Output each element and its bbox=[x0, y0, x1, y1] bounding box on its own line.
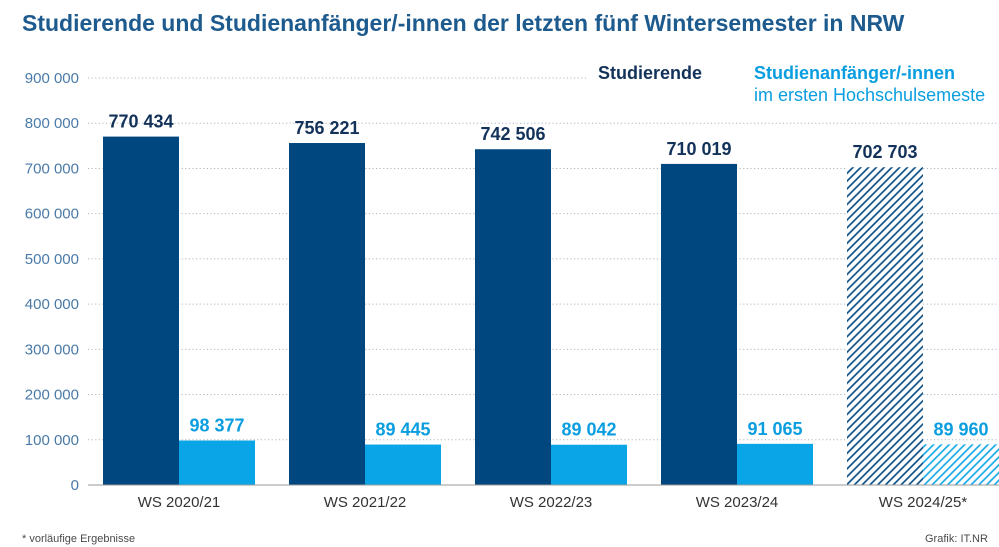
bar-studierende bbox=[661, 163, 737, 485]
y-tick-label: 100 000 bbox=[25, 432, 79, 449]
source-credit: Grafik: IT.NR bbox=[925, 533, 988, 545]
x-category-label: WS 2024/25* bbox=[879, 494, 968, 511]
value-label-studienanfaenger: 89 960 bbox=[933, 419, 988, 439]
bar-layer bbox=[103, 136, 999, 485]
label-layer: 770 434 98 377 WS 2020/21 756 221 89 445 WS 2… bbox=[88, 112, 999, 511]
chart-title: Studierende und Studienanfänger/-innen d… bbox=[22, 10, 905, 36]
bar-studienanfaenger-preliminary bbox=[923, 444, 999, 485]
y-tick-label: 400 000 bbox=[25, 296, 79, 313]
y-tick-label: 200 000 bbox=[25, 387, 79, 404]
y-tick-label: 0 bbox=[71, 477, 79, 494]
bar-studierende-preliminary bbox=[847, 167, 923, 485]
y-tick-label: 700 000 bbox=[25, 160, 79, 177]
value-label-studierende: 710 019 bbox=[666, 139, 731, 159]
bar-studienanfaenger bbox=[365, 444, 441, 485]
bar-studierende bbox=[103, 136, 179, 485]
bar-studierende bbox=[289, 143, 365, 485]
value-label-studienanfaenger: 98 377 bbox=[189, 416, 244, 436]
value-label-studienanfaenger: 89 042 bbox=[561, 420, 616, 440]
y-tick-label: 800 000 bbox=[25, 115, 79, 132]
y-tick-label: 900 000 bbox=[25, 70, 79, 87]
x-category-label: WS 2023/24 bbox=[696, 494, 779, 511]
x-category-label: WS 2020/21 bbox=[138, 494, 221, 511]
legend-label-studierende: Studierende bbox=[598, 63, 702, 83]
bar-studierende bbox=[475, 149, 551, 485]
legend-label-studienanfaenger-subtitle: im ersten Hochschulsemeste bbox=[754, 85, 985, 105]
y-tick-label: 300 000 bbox=[25, 341, 79, 358]
x-category-label: WS 2022/23 bbox=[510, 494, 593, 511]
legend-label-studienanfaenger: Studienanfänger/-innen bbox=[754, 63, 955, 83]
bar-studienanfaenger bbox=[551, 444, 627, 485]
grid-layer: 0 100 000 200 000 300 000 400 000 500 000 600 … bbox=[25, 70, 999, 494]
bar-studienanfaenger bbox=[737, 443, 813, 485]
y-tick-label: 500 000 bbox=[25, 251, 79, 268]
value-label-studienanfaenger: 89 445 bbox=[375, 420, 430, 440]
legend: Studierende Studienanfänger/-innen im er… bbox=[588, 58, 999, 106]
y-tick-label: 600 000 bbox=[25, 206, 79, 223]
value-label-studierende: 742 506 bbox=[480, 124, 545, 144]
value-label-studierende: 770 434 bbox=[108, 112, 173, 132]
value-label-studierende: 756 221 bbox=[294, 118, 359, 138]
x-category-label: WS 2021/22 bbox=[324, 494, 407, 511]
bar-studienanfaenger bbox=[179, 440, 255, 485]
footnote: * vorläufige Ergebnisse bbox=[22, 533, 135, 545]
value-label-studienanfaenger: 91 065 bbox=[747, 419, 802, 439]
legend-background bbox=[588, 58, 999, 106]
value-label-studierende: 702 703 bbox=[852, 142, 917, 162]
